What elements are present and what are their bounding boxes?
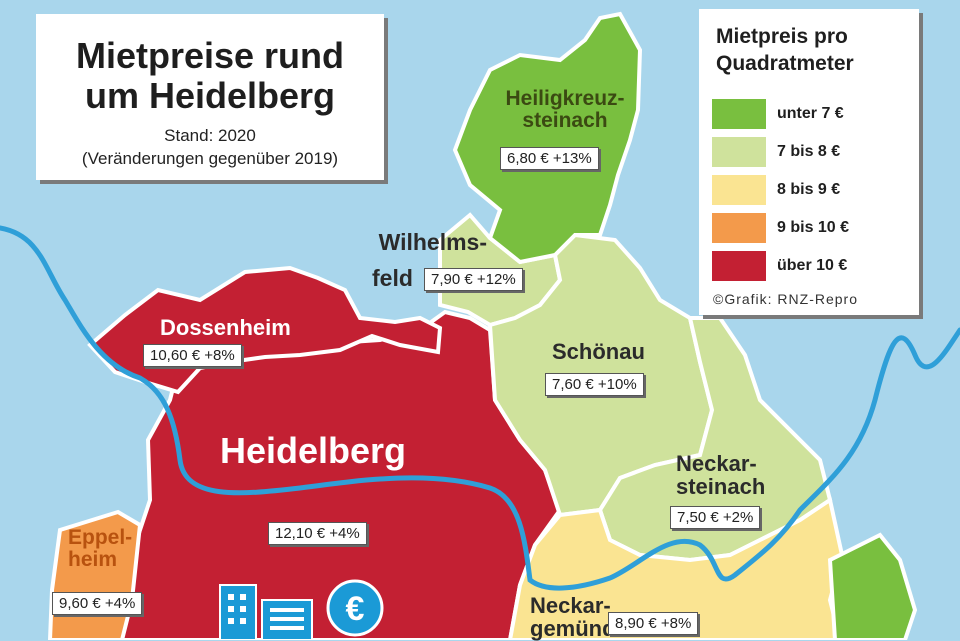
legend-item: über 10 € — [712, 251, 912, 283]
euro-coin-icon: € — [326, 579, 384, 637]
place-name-line1: Wilhelms- — [378, 229, 487, 255]
legend-swatch — [712, 251, 766, 281]
legend-box: Mietpreis pro Quadratmeter unter 7 € 7 b… — [699, 9, 919, 315]
legend-item: unter 7 € — [712, 99, 912, 131]
stand-date: Stand: 2020 — [164, 126, 256, 145]
legend-label: über 10 € — [777, 257, 848, 274]
legend-swatch — [712, 99, 766, 129]
legend-label: 9 bis 10 € — [777, 219, 850, 236]
label-eppelheim: Eppel- heim — [68, 526, 133, 572]
label-neckargemuend: Neckar- gemünd — [530, 594, 616, 640]
legend-label: 7 bis 8 € — [777, 143, 841, 160]
river-neckar — [0, 225, 960, 591]
place-name-line1: Heiligkreuz- — [505, 87, 625, 110]
price-chip-wilhelmsfeld: 7,90 € +12% — [424, 268, 523, 291]
map-title-line2: um Heidelberg — [84, 75, 336, 116]
place-name-line1: Eppel- — [68, 526, 133, 549]
region-heiligkreuzsteinach[interactable] — [452, 11, 643, 265]
label-schoenau: Schönau — [552, 339, 645, 364]
graphic-credit: ©Grafik: RNZ-Repro — [713, 291, 858, 307]
legend-title-line2: Quadratmeter — [716, 52, 854, 75]
legend-label: 8 bis 9 € — [777, 181, 841, 198]
price-chip-neckargemuend: 8,90 € +8% — [608, 612, 699, 635]
place-name-line2: gemünd — [530, 616, 616, 641]
legend-item: 8 bis 9 € — [712, 175, 912, 207]
label-dossenheim: Dossenheim — [160, 315, 291, 340]
place-name-line1: Neckar- — [676, 451, 757, 476]
price-chip-schoenau: 7,60 € +10% — [545, 373, 644, 396]
price-chip-eppelheim: 9,60 € +4% — [52, 592, 143, 615]
legend-item: 7 bis 8 € — [712, 137, 912, 169]
label-heiligkreuzsteinach: Heiligkreuz- steinach — [500, 87, 630, 133]
label-wilhelmsfeld: Wilhelms- — [372, 230, 487, 254]
price-chip-heiligkreuzsteinach: 6,80 € +13% — [500, 147, 599, 170]
change-note: (Veränderungen gegenüber 2019) — [81, 149, 339, 168]
label-heidelberg: Heidelberg — [220, 430, 407, 471]
region-east[interactable] — [827, 532, 918, 640]
price-chip-heidelberg: 12,10 € +4% — [268, 522, 367, 545]
place-name-line1: Neckar- — [530, 593, 611, 618]
label-wilhelmsfeld-2: feld — [372, 265, 413, 291]
svg-text:€: € — [346, 590, 365, 628]
legend-swatch — [712, 213, 766, 243]
map-title-line1: Mietpreise rund — [75, 35, 345, 76]
legend-title-line1: Mietpreis pro — [716, 25, 848, 48]
price-chip-neckarsteinach: 7,50 € +2% — [670, 506, 761, 529]
place-name-line2: steinach — [676, 474, 766, 500]
legend-swatch — [712, 137, 766, 167]
buildings-icon — [219, 584, 313, 640]
label-neckarsteinach: Neckar- steinach — [676, 452, 765, 498]
place-name-line2: steinach — [522, 109, 608, 133]
price-chip-dossenheim: 10,60 € +8% — [143, 344, 242, 367]
legend-label: unter 7 € — [777, 105, 844, 122]
map-title-box: Mietpreise rund um Heidelberg Stand: 202… — [36, 14, 384, 180]
legend-swatch — [712, 175, 766, 205]
legend-item: 9 bis 10 € — [712, 213, 912, 245]
place-name-line2: heim — [68, 548, 118, 572]
